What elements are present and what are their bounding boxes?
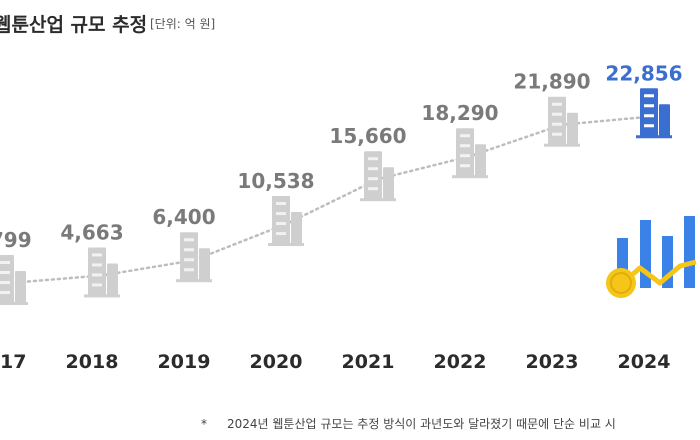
building-icon: [84, 247, 120, 298]
year-label: 2021: [342, 351, 395, 373]
year-label: 2018: [66, 351, 119, 373]
value-label: 21,890: [513, 70, 590, 94]
value-label: 4,663: [60, 220, 123, 244]
year-label: 2020: [250, 351, 303, 373]
value-label: 10,538: [237, 169, 314, 193]
building-icon: [544, 96, 580, 147]
growth-chart-icon: [606, 216, 697, 298]
building-icon: [636, 88, 672, 139]
unit-label: [단위: 억 원]: [150, 17, 216, 31]
building-icon: [268, 196, 304, 247]
chart-title: 웹툰산업 규모 추정: [0, 14, 148, 36]
building-icon-layer: [0, 88, 672, 305]
value-label: 15,660: [329, 124, 406, 148]
year-label: 2022: [434, 351, 487, 373]
value-label-layer: 3,799 4,663 6,400 10,538 15,660 18,290 21,890 2…: [0, 61, 683, 252]
footnote-text: 2024년 웹툰산업 규모는 추정 방식이 과년도와 달라졌기 때문에 단순 비…: [227, 417, 616, 431]
year-label: 2024: [618, 351, 671, 373]
growth-arrow-icon: [618, 259, 697, 287]
building-icon: [452, 128, 488, 179]
building-icon: [0, 255, 28, 305]
growth-bar-icon: [617, 238, 628, 288]
value-label: 18,290: [421, 101, 498, 125]
value-label: 6,400: [152, 205, 215, 229]
year-label-layer: 2017 2018 2019 2020 2021 2022 2023 2024: [0, 351, 670, 373]
building-icon: [176, 232, 212, 283]
growth-bar-icon: [684, 216, 695, 288]
growth-bar-icon: [662, 236, 673, 288]
building-icon: [360, 151, 396, 202]
year-label: 2019: [158, 351, 211, 373]
value-label: 3,799: [0, 228, 32, 252]
value-label: 22,856: [605, 61, 682, 85]
growth-bar-icon: [640, 220, 651, 288]
footnote: * 2024년 웹툰산업 규모는 추정 방식이 과년도와 달라졌기 때문에 단순 …: [201, 415, 616, 432]
footnote-marker: *: [201, 417, 207, 431]
year-label: 2017: [0, 351, 26, 373]
year-label: 2023: [526, 351, 579, 373]
